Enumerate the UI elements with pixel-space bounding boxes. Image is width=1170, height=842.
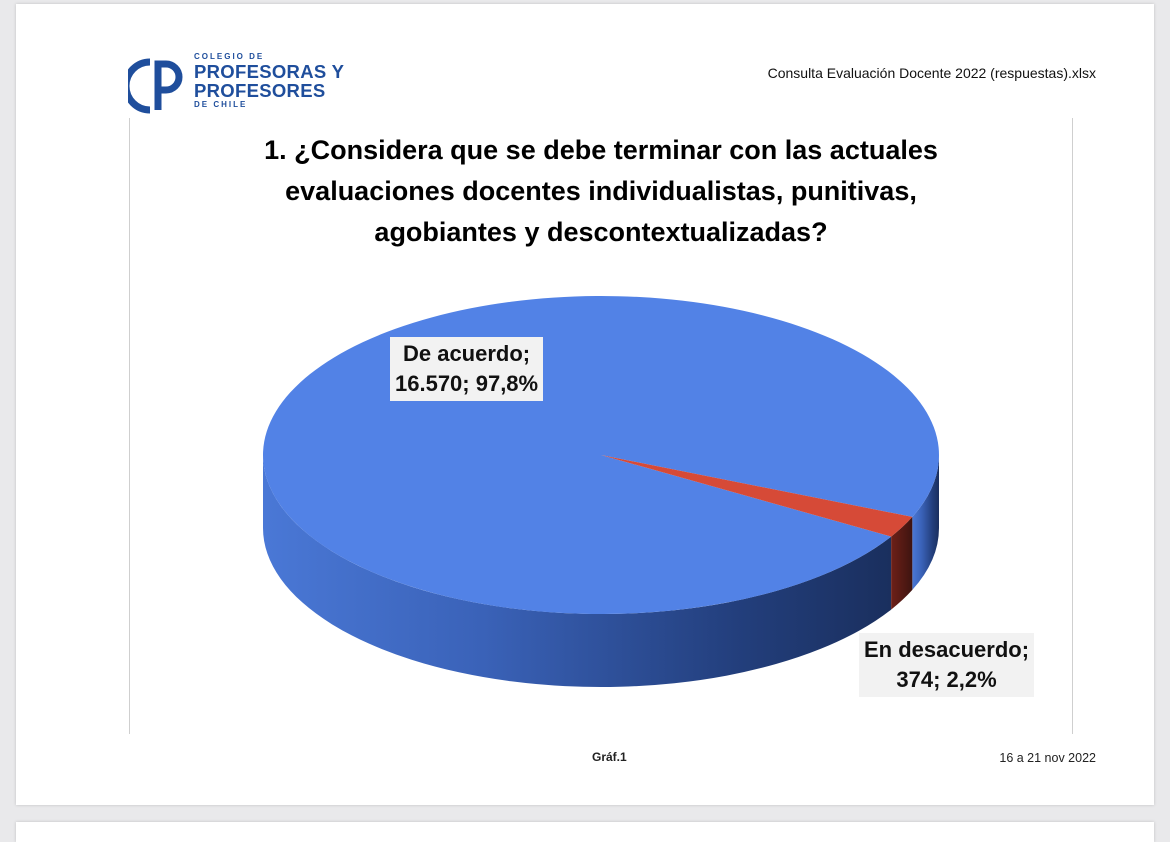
- slice-agree-side: [263, 455, 892, 687]
- logo-wordmark: COLEGIO DE PROFESORAS Y PROFESORES DE CH…: [194, 52, 344, 110]
- frame-left-border: [129, 118, 130, 734]
- chart-title-line-2: evaluaciones docentes individualistas, p…: [285, 176, 917, 206]
- chart-title-line-3: agobiantes y descontextualizadas?: [374, 217, 828, 247]
- data-label-agree-line-1: De acuerdo;: [402, 341, 531, 366]
- organization-logo: COLEGIO DE PROFESORAS Y PROFESORES DE CH…: [128, 52, 368, 116]
- logo-line-3: PROFESORES: [194, 80, 326, 101]
- next-page-edge: [16, 822, 1154, 842]
- chart-title-line-1: 1. ¿Considera que se debe terminar con l…: [264, 135, 938, 165]
- logo-mark-icon: [128, 58, 183, 114]
- data-label-agree: De acuerdo; 16.570; 97,8%: [390, 337, 544, 401]
- logo-line-1: COLEGIO DE: [194, 52, 265, 61]
- data-label-agree-line-2: 16.570; 97,8%: [395, 371, 539, 396]
- slice-agree: [262, 296, 939, 615]
- frame-right-border: [1072, 118, 1073, 734]
- chart-title: 1. ¿Considera que se debe terminar con l…: [196, 130, 1006, 253]
- document-page: COLEGIO DE PROFESORAS Y PROFESORES DE CH…: [16, 4, 1154, 805]
- date-range: 16 a 21 nov 2022: [999, 751, 1096, 765]
- logo-line-2: PROFESORAS Y: [194, 61, 345, 82]
- slice-disagree: [601, 455, 913, 537]
- slice-agree-side-right: [912, 455, 939, 590]
- figure-caption: Gráf.1: [592, 750, 627, 764]
- data-label-disagree-line-2: 374; 2,2%: [896, 667, 997, 692]
- slice-disagree-side: [891, 516, 913, 610]
- data-label-disagree: En desacuerdo; 374; 2,2%: [859, 633, 1035, 697]
- logo-line-4: DE CHILE: [194, 100, 248, 109]
- data-label-disagree-line-1: En desacuerdo;: [864, 637, 1030, 662]
- file-name: Consulta Evaluación Docente 2022 (respue…: [767, 65, 1096, 81]
